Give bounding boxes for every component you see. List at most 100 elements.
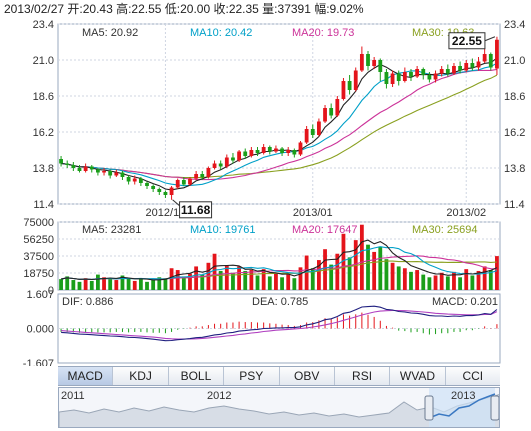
candle-body: [89, 166, 94, 170]
price-tick-right: 23.4: [504, 19, 525, 31]
price-ma-label: MA5: 20.92: [82, 27, 138, 39]
volume-tick: 18750: [23, 268, 54, 280]
volume-bar: [470, 275, 475, 290]
candle-body: [347, 81, 352, 90]
dif-line: [61, 305, 498, 342]
candle-body: [433, 73, 438, 80]
price-tick-right: 18.6: [504, 91, 525, 103]
navigator-right-handle[interactable]: [490, 395, 499, 421]
candle-body: [163, 192, 168, 195]
candle-body: [445, 69, 450, 74]
volume-bar: [267, 276, 272, 290]
volume-ma-label: MA5: 23281: [82, 224, 141, 236]
volume-bar: [458, 277, 463, 290]
price-tick-right: 13.8: [504, 163, 525, 175]
candle-body: [421, 69, 426, 75]
candle-body: [274, 148, 278, 152]
candle-body: [95, 169, 100, 173]
candle-body: [396, 73, 401, 81]
volume-bar: [175, 270, 180, 290]
volume-bar: [200, 274, 205, 290]
volume-bar: [402, 268, 407, 290]
volume-tick: 37500: [23, 251, 54, 263]
macd-tick: -1.607: [23, 358, 54, 366]
price-ma-label: MA20: 19.73: [292, 27, 354, 39]
tab-kdj[interactable]: KDJ: [113, 367, 169, 385]
stock-chart[interactable]: 23.4 23.4 21.0 21.0 18.6 18.6 16.2 16.2 13.8 13.8…: [0, 18, 531, 366]
volume-tick: 0: [48, 285, 54, 297]
navigator-label-2012: 2012: [207, 390, 232, 402]
candle-body: [120, 172, 125, 177]
tab-cci[interactable]: CCI: [462, 369, 484, 383]
price-tick-right: 16.2: [504, 127, 525, 139]
candle-body: [237, 151, 242, 161]
candle-body: [482, 54, 487, 62]
candle-body: [390, 73, 395, 84]
candle-body: [212, 163, 217, 168]
volume-bar: [231, 272, 235, 290]
volume-bar: [390, 262, 395, 290]
macd-label: MACD: 0.201: [432, 296, 498, 308]
volume-bar: [378, 246, 383, 290]
candle-body: [200, 174, 205, 177]
volume-bar: [445, 276, 450, 290]
candle-body: [231, 157, 235, 161]
tab-obv[interactable]: OBV: [280, 367, 335, 385]
volume-bar: [83, 278, 88, 290]
navigator-left-handle[interactable]: [424, 395, 434, 421]
volume-bar: [452, 271, 456, 290]
candle-body: [261, 147, 266, 153]
date-tick: 2013/02: [446, 207, 486, 219]
candle-body: [218, 163, 223, 167]
volume-bar: [59, 279, 63, 290]
volume-ma5-line: [60, 239, 498, 281]
volume-bar: [261, 269, 266, 290]
high-callout: 22.55: [452, 34, 482, 48]
candle-body: [83, 166, 88, 171]
volume-bar: [439, 272, 444, 290]
volume-bar: [145, 281, 149, 290]
candle-body: [267, 147, 272, 152]
candle-body: [194, 174, 199, 179]
candle-body: [102, 171, 106, 173]
macd-tick: 1.607: [26, 289, 54, 301]
volume-bar: [372, 251, 377, 290]
candle-body: [77, 168, 82, 171]
candle-body: [366, 54, 370, 66]
candle-body: [298, 142, 303, 155]
tab-psy[interactable]: PSY: [224, 367, 280, 385]
candle-body: [145, 183, 149, 186]
range-navigator[interactable]: 2011 2012 2013: [58, 387, 500, 428]
volume-bar: [396, 266, 401, 290]
volume-bar: [292, 278, 297, 290]
high-callout-pointer: [484, 36, 496, 42]
tab-rsi[interactable]: RSI: [335, 367, 391, 385]
tab-boll[interactable]: BOLL: [169, 367, 225, 385]
candle-body: [476, 61, 481, 68]
candle-body: [402, 72, 407, 81]
volume-bar: [427, 277, 432, 290]
volume-bar: [298, 267, 303, 290]
tab-macd[interactable]: MACD: [58, 367, 114, 385]
volume-bar: [335, 253, 340, 290]
macd-tick: 0.000: [26, 324, 54, 336]
indicator-tabs: MACD KDJ BOLL PSY OBV RSI WVAD CCI: [58, 366, 500, 386]
candle-body: [378, 60, 383, 72]
candle-body: [359, 54, 364, 71]
candle-body: [65, 163, 70, 165]
volume-bar: [102, 277, 106, 290]
candle-body: [114, 172, 119, 176]
price-ma-label: MA10: 20.42: [190, 27, 252, 39]
volume-bar: [243, 270, 248, 290]
candle-body: [304, 129, 309, 143]
candle-body: [126, 177, 131, 182]
price-tick-left: 11.4: [33, 199, 54, 211]
tab-wvad[interactable]: WVAD: [390, 367, 446, 385]
candle-body: [132, 178, 137, 182]
volume-ma-label: MA30: 25694: [412, 224, 477, 236]
candle-body: [464, 63, 469, 71]
volume-bar: [151, 280, 156, 290]
quote-summary: 2013/02/27 开:20.43 高:22.55 低:20.00 收:22.…: [4, 2, 364, 16]
volume-bar: [95, 274, 100, 290]
candle-body: [169, 187, 174, 195]
